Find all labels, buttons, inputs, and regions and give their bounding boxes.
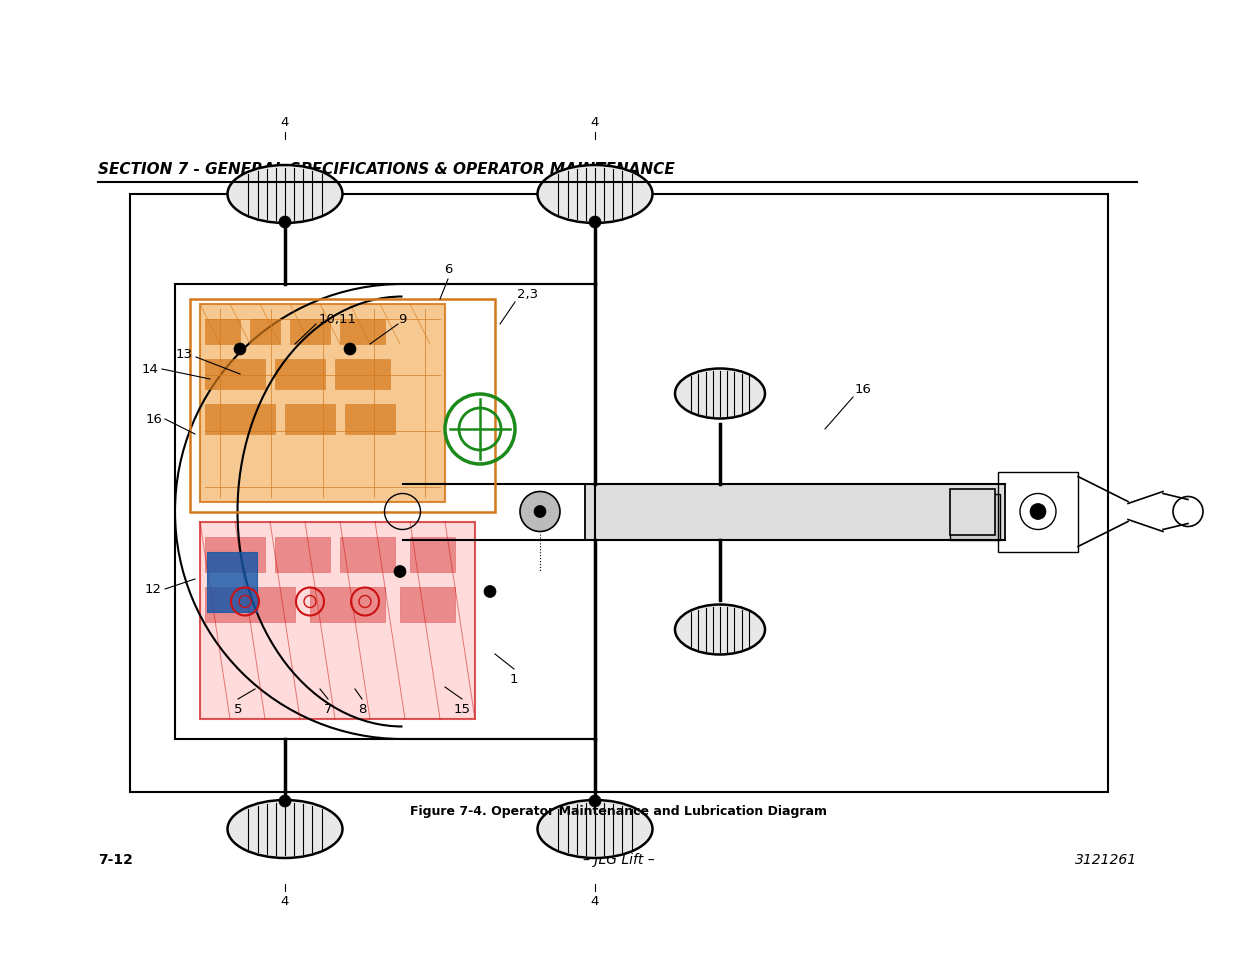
- Ellipse shape: [676, 369, 764, 419]
- Bar: [410, 537, 454, 572]
- Text: 6: 6: [443, 263, 452, 276]
- Circle shape: [1030, 504, 1046, 520]
- Ellipse shape: [227, 801, 342, 858]
- Bar: [205, 359, 266, 390]
- Circle shape: [589, 795, 601, 807]
- Text: 16: 16: [146, 413, 162, 426]
- Bar: [205, 405, 275, 435]
- Text: 12: 12: [144, 583, 162, 596]
- Bar: [205, 537, 266, 572]
- Circle shape: [345, 344, 356, 355]
- Circle shape: [279, 795, 291, 807]
- Text: 8: 8: [358, 702, 367, 716]
- Text: 7-12: 7-12: [98, 852, 133, 866]
- Text: 15: 15: [453, 702, 471, 716]
- Ellipse shape: [537, 801, 652, 858]
- Bar: [950, 494, 1000, 540]
- Circle shape: [534, 506, 546, 518]
- Text: 4: 4: [590, 116, 599, 130]
- Text: 7: 7: [324, 702, 332, 716]
- Circle shape: [394, 566, 406, 578]
- Bar: [400, 587, 454, 622]
- Bar: [290, 319, 330, 345]
- Bar: [335, 359, 390, 390]
- Text: 13: 13: [177, 348, 193, 361]
- Bar: [200, 522, 475, 720]
- Text: 10,11: 10,11: [319, 314, 357, 326]
- Bar: [340, 537, 395, 572]
- Bar: [275, 537, 330, 572]
- Bar: [310, 587, 385, 622]
- Bar: [190, 299, 495, 512]
- Text: 16: 16: [855, 383, 872, 396]
- Circle shape: [520, 492, 559, 532]
- Bar: [345, 405, 395, 435]
- Bar: [340, 319, 385, 345]
- Text: 14: 14: [141, 363, 158, 376]
- Bar: [130, 194, 1108, 792]
- Circle shape: [279, 216, 291, 229]
- Circle shape: [589, 216, 601, 229]
- Text: 1: 1: [510, 673, 519, 686]
- Bar: [200, 305, 445, 502]
- Bar: [207, 552, 257, 612]
- Text: 5: 5: [233, 702, 242, 716]
- Bar: [998, 472, 1078, 552]
- Ellipse shape: [537, 166, 652, 224]
- Bar: [249, 319, 280, 345]
- Bar: [285, 405, 335, 435]
- Text: 3121261: 3121261: [1074, 852, 1137, 866]
- Circle shape: [233, 344, 246, 355]
- Text: SECTION 7 - GENERAL SPECIFICATIONS & OPERATOR MAINTENANCE: SECTION 7 - GENERAL SPECIFICATIONS & OPE…: [98, 162, 674, 177]
- Text: 4: 4: [280, 895, 289, 907]
- Bar: [950, 489, 995, 535]
- Bar: [275, 359, 325, 390]
- Text: 2,3: 2,3: [517, 288, 538, 301]
- Ellipse shape: [676, 605, 764, 655]
- Text: 9: 9: [398, 314, 406, 326]
- Circle shape: [484, 586, 496, 598]
- Bar: [585, 484, 1005, 540]
- Text: 4: 4: [590, 895, 599, 907]
- Text: Figure 7-4. Operator Maintenance and Lubrication Diagram: Figure 7-4. Operator Maintenance and Lub…: [410, 804, 827, 817]
- Ellipse shape: [227, 166, 342, 224]
- Bar: [175, 285, 595, 740]
- Bar: [205, 319, 240, 345]
- Text: 4: 4: [280, 116, 289, 130]
- Text: – JLG Lift –: – JLG Lift –: [583, 852, 655, 866]
- Bar: [205, 587, 295, 622]
